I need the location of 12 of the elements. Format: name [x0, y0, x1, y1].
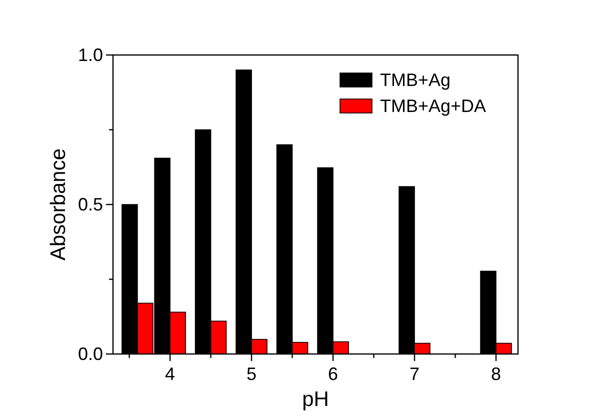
x-axis-title: pH	[302, 388, 329, 411]
legend-label: TMB+Ag+DA	[380, 96, 486, 116]
x-tick-label: 7	[410, 364, 420, 384]
x-tick-label: 6	[328, 364, 338, 384]
y-tick-label: 0.5	[78, 194, 103, 214]
y-tick-label: 0.0	[78, 344, 103, 364]
y-axis-title: Absorbance	[47, 148, 70, 261]
legend-label: TMB+Ag	[380, 70, 451, 90]
y-tick-label: 1.0	[78, 45, 103, 65]
x-tick-label: 4	[165, 364, 176, 384]
x-tick-label: 5	[246, 364, 257, 384]
x-tick-label: 8	[490, 364, 502, 384]
